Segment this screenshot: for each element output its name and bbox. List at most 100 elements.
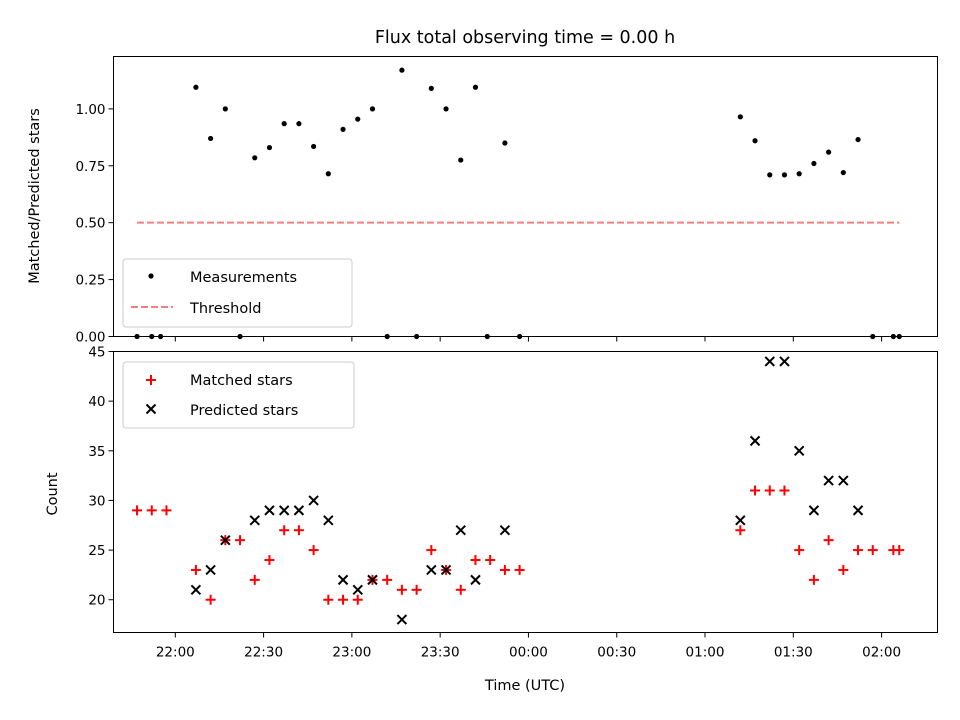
bottom-x-tick-label: 00:30 [597,645,636,661]
predicted-star-point [793,445,805,457]
bottom-y-axis-label: Count [45,472,61,515]
measurement-point [767,172,773,178]
bottom-y-tick-label: 25 [88,543,105,559]
matched-star-point [794,545,805,556]
measurement-point [266,144,273,151]
matched-star-point [426,545,437,556]
predicted-star-point [220,534,231,546]
legend-predicted-marker [145,403,157,415]
top-plot-panel: Flux total observing time = 0.00 h 0.000… [27,28,938,346]
measurement-point [399,67,405,73]
bottom-y-tick-label: 35 [88,444,105,460]
bottom-x-axis-label: Time (UTC) [484,678,565,694]
predicted-star-point [264,505,275,516]
matched-star-point [235,535,246,546]
matched-star-point [279,525,290,536]
measurement-point [340,126,346,132]
matched-star-point [735,525,746,536]
legend-threshold-label: Threshold [189,301,261,317]
matched-star-point [338,594,349,605]
legend-measurements-label: Measurements [190,270,297,286]
bottom-x-axis: 22:00 22:30 23:00 23:30 00:00 00:30 01:00 01:30… [156,632,901,661]
matched-star-point [838,564,849,575]
measurement-point [355,116,361,122]
bottom-y-tick-label: 20 [88,593,105,609]
predicted-star-point [470,574,481,586]
legend-measurements-marker [148,273,154,279]
predicted-star-point [440,564,452,576]
measurement-point [222,106,228,112]
top-y-tick-label: 0.75 [75,159,105,175]
predicted-star-point [308,495,319,506]
matched-star-point [867,545,878,556]
matched-star-point [264,555,275,566]
predicted-star-point [323,515,334,526]
top-y-tick-label: 0.25 [75,273,105,289]
bottom-x-tick-label: 01:00 [686,645,725,661]
bottom-x-tick-label: 00:00 [509,645,548,661]
top-x-axis [174,336,883,342]
matched-star-point [323,594,334,605]
measurement-point [252,155,258,161]
bottom-y-axis: 20 25 30 35 40 45 [88,345,114,609]
predicted-star-point [278,505,290,516]
top-plot-frame [113,56,938,337]
bottom-x-tick-label: 22:00 [156,645,195,661]
predicted-star-point [205,564,216,576]
matched-star-point [249,574,260,585]
predicted-star-point [367,574,378,586]
matched-star-point [779,485,790,496]
predicted-star-point [426,564,437,576]
legend-matched-label: Matched stars [190,373,293,389]
matched-star-point [485,555,496,566]
predicted-star-point [823,475,834,486]
measurement-point [208,135,214,142]
bottom-legend: Matched stars Predicted stars [122,361,355,429]
measurement-point [840,169,846,176]
predicted-star-point [499,525,511,536]
matched-star-point [764,485,775,496]
matched-star-point [293,525,304,536]
bottom-plot-panel: 20 25 30 35 40 45 22:00 22:30 23:00 23:30 00:00 00… [45,345,938,694]
top-y-tick-label: 1.00 [75,102,105,118]
measurement-point [325,171,331,177]
matched-star-point [499,564,510,575]
bottom-plot-frame [113,351,938,633]
top-y-axis-label: Matched/Predicted stars [27,108,43,284]
matched-star-point [396,584,407,595]
bottom-x-tick-label: 23:30 [421,645,460,661]
measurement-point [369,106,376,112]
measurement-point [826,149,832,155]
matched-star-point [470,555,481,566]
matched-star-point [750,485,761,496]
bottom-y-tick-label: 30 [88,493,105,509]
matched-star-point [455,584,466,595]
predicted-star-point [455,525,466,536]
measurement-point [428,85,434,91]
bottom-x-tick-label: 22:30 [244,645,283,661]
measurement-point [737,114,743,120]
bottom-y-tick-label: 45 [88,345,105,361]
top-legend-box [122,258,353,328]
predicted-star-point [749,435,761,447]
bottom-legend-box [122,361,355,429]
matched-star-point [411,584,422,595]
predicted-star-point [838,475,849,486]
bottom-x-tick-label: 01:30 [774,645,813,661]
matched-star-point [823,535,834,546]
top-y-axis: 0.00 0.25 0.50 0.75 1.00 [75,102,114,346]
measurement-point [311,143,317,150]
matched-star-point [382,574,393,585]
predicted-star-point [779,356,790,367]
predicted-star-point [190,584,202,596]
measurement-point [796,171,802,177]
matched-star-point [132,505,143,516]
predicted-star-point [337,574,349,586]
matched-star-point [146,505,157,516]
predicted-stars-series [190,356,864,625]
matched-star-point [808,574,819,585]
predicted-star-point [735,515,746,526]
legend-predicted-label: Predicted stars [190,403,298,419]
predicted-star-point [764,356,775,367]
